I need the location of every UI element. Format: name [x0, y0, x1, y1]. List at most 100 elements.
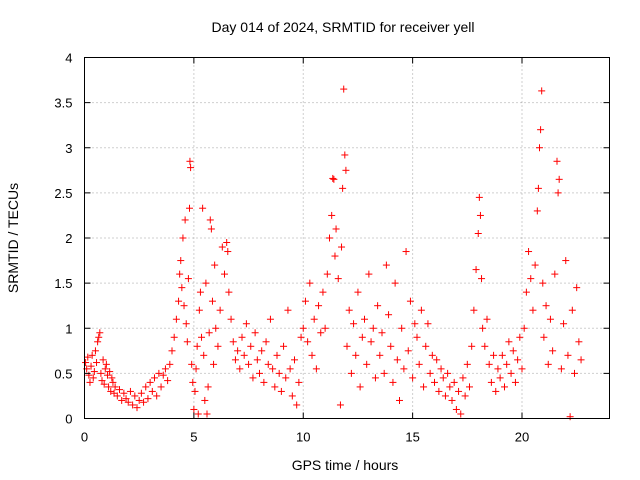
data-point [189, 378, 197, 386]
data-point [413, 333, 421, 341]
data-point [193, 342, 201, 350]
data-point [191, 387, 199, 395]
data-point [198, 333, 206, 341]
data-point [441, 392, 449, 400]
data-point [365, 270, 373, 278]
data-point [457, 410, 465, 418]
data-point [186, 204, 193, 212]
data-point [142, 383, 150, 391]
data-point [487, 378, 495, 386]
data-point [201, 396, 209, 404]
data-point [85, 371, 93, 379]
data-point [231, 356, 239, 364]
data-point [211, 261, 219, 269]
data-point [295, 378, 303, 386]
data-point [131, 392, 139, 400]
data-point [109, 378, 117, 386]
data-point [258, 347, 266, 355]
y-tick-labels: 0 0.5 1 1.5 2 2.5 3 3.5 4 [54, 51, 72, 427]
data-point [478, 275, 486, 283]
data-point [522, 288, 530, 296]
data-point [98, 377, 106, 385]
data-point [549, 347, 557, 355]
data-point [476, 211, 484, 219]
data-point [166, 360, 174, 368]
data-point [256, 369, 263, 377]
data-point [380, 369, 388, 377]
data-point [398, 324, 406, 332]
data-point [404, 347, 412, 355]
data-point [280, 342, 288, 350]
data-point [262, 338, 270, 346]
data-point [444, 369, 452, 377]
data-point [273, 351, 281, 359]
data-point [221, 270, 228, 278]
data-point [229, 338, 237, 346]
data-point [223, 239, 231, 247]
data-point [369, 324, 377, 332]
x-tick-label: 0 [81, 430, 88, 445]
data-point [575, 338, 583, 346]
data-point [389, 378, 397, 386]
data-point [306, 279, 314, 287]
data-point [468, 342, 476, 350]
y-tick-label: 3 [65, 141, 72, 156]
data-point [391, 279, 399, 287]
data-point [210, 360, 218, 368]
data-point [122, 395, 130, 403]
data-point [329, 174, 337, 182]
data-point [113, 392, 121, 400]
data-point [240, 351, 248, 359]
y-tick-label: 4 [65, 51, 72, 66]
data-point [218, 243, 226, 251]
data-point [181, 216, 189, 224]
data-point [159, 371, 167, 379]
data-point [126, 387, 134, 395]
data-point [420, 383, 428, 391]
data-point [342, 166, 350, 174]
data-point [120, 389, 128, 397]
data-point [195, 306, 203, 314]
data-point [151, 374, 158, 382]
data-point [406, 297, 414, 305]
data-point [485, 360, 493, 368]
data-point [96, 329, 104, 337]
data-point [437, 365, 445, 373]
data-point [374, 302, 382, 310]
data-point [93, 359, 101, 367]
y-tick-label: 1.5 [54, 276, 72, 291]
data-point [356, 383, 364, 391]
data-point [385, 311, 393, 319]
data-point [202, 279, 210, 287]
data-point [286, 365, 294, 373]
y-tick-label: 3.5 [54, 96, 72, 111]
data-point [323, 270, 331, 278]
data-point [326, 234, 333, 242]
data-point [182, 320, 190, 328]
data-point [293, 401, 301, 409]
data-point [539, 279, 547, 287]
data-point [542, 302, 550, 310]
data-point [95, 333, 103, 341]
data-point [409, 374, 417, 382]
data-point [433, 356, 441, 364]
data-point [422, 342, 430, 350]
data-point [177, 257, 185, 265]
data-point [129, 401, 137, 409]
data-point [564, 351, 572, 359]
data-point [475, 193, 483, 201]
data-point [518, 365, 526, 373]
data-point [514, 356, 522, 364]
data-point [187, 164, 195, 172]
data-point [227, 315, 235, 323]
data-point [164, 377, 172, 385]
data-point [124, 398, 132, 406]
data-point [455, 387, 463, 395]
data-point [234, 347, 242, 355]
data-point [137, 389, 145, 397]
data-point [509, 347, 517, 355]
data-point [466, 383, 473, 391]
data-point [260, 378, 268, 386]
data-point [175, 297, 183, 305]
data-point [212, 324, 220, 332]
